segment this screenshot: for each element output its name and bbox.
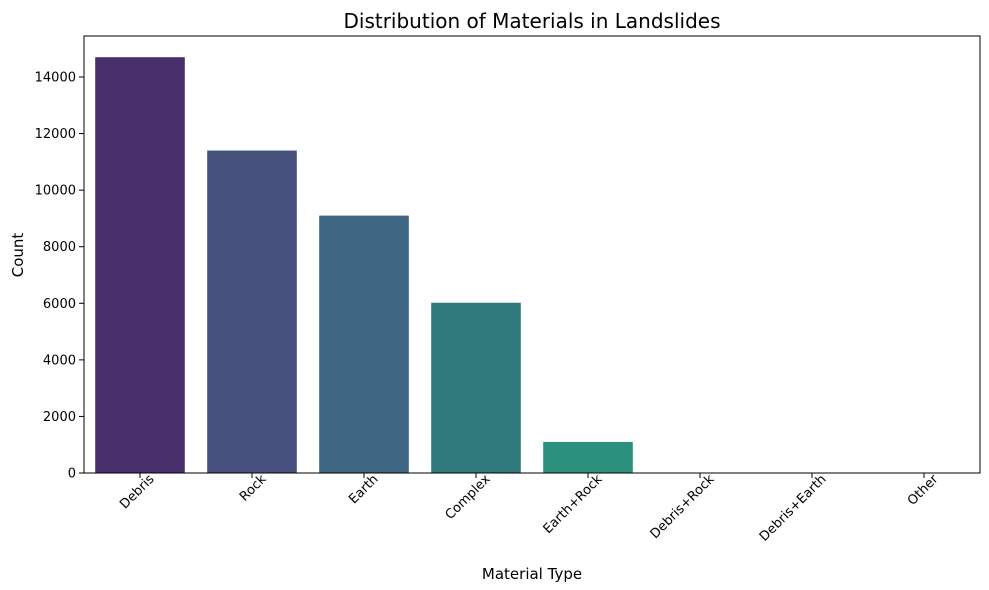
- x-tick-label: Complex: [443, 472, 494, 523]
- x-tick-label: Other: [905, 472, 942, 509]
- bar-debris: [95, 57, 185, 474]
- plot-frame: [83, 35, 981, 474]
- y-tick-label: 2000: [43, 410, 76, 425]
- y-tick-label: 0: [68, 467, 76, 482]
- y-tick-label: 12000: [35, 127, 76, 142]
- x-tick-label: Earth+Rock: [541, 472, 606, 537]
- y-tick-label: 14000: [35, 71, 76, 86]
- x-tick-label: Debris+Rock: [648, 472, 718, 542]
- bar-complex: [431, 302, 521, 473]
- bar-earth: [319, 215, 409, 474]
- bar-earth-rock: [543, 441, 633, 473]
- y-tick-label: 6000: [43, 297, 76, 312]
- x-tick-label: Rock: [237, 472, 270, 505]
- plot-area: 0 2000 4000 6000 8000 10000 12000 14000 Debris Ro…: [35, 35, 981, 545]
- y-tick-label: 4000: [43, 353, 76, 368]
- x-tick-label: Debris+Earth: [757, 472, 830, 545]
- x-axis-title: Material Type: [482, 565, 582, 583]
- y-axis-title: Count: [9, 233, 27, 278]
- x-tick-label: Debris: [117, 472, 157, 512]
- chart-title: Distribution of Materials in Landslides: [343, 9, 720, 33]
- y-tick-label: 8000: [43, 240, 76, 255]
- bar-rock: [207, 150, 297, 474]
- y-tick-label: 10000: [35, 184, 76, 199]
